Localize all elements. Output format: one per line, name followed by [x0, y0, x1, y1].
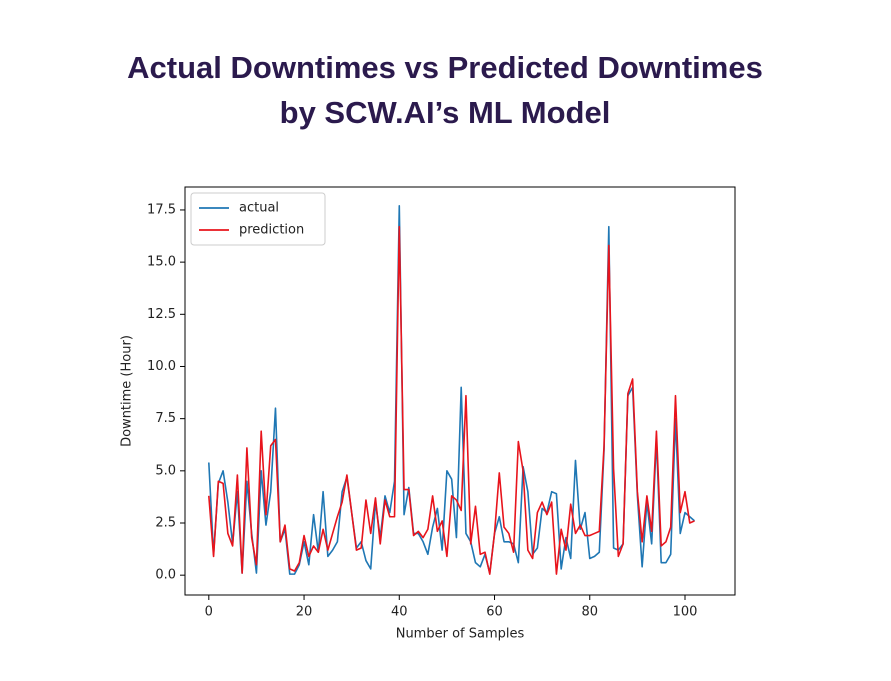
legend-label: actual	[239, 201, 279, 216]
y-tick-label: 7.5	[155, 411, 176, 426]
y-tick-label: 17.5	[147, 202, 176, 217]
chart-title: by SCW.AI’s ML Model	[280, 95, 611, 130]
x-tick-label: 20	[296, 605, 313, 620]
x-tick-label: 100	[673, 605, 698, 620]
y-axis-label: Downtime (Hour)	[120, 335, 135, 447]
x-tick-label: 60	[486, 605, 503, 620]
plot-frame	[184, 186, 736, 596]
x-tick-label: 0	[205, 605, 213, 620]
chart-title: Actual Downtimes vs Predicted Downtimes	[127, 50, 763, 85]
data-line	[208, 225, 695, 575]
y-tick-label: 2.5	[155, 516, 176, 531]
y-tick-label: 0.0	[155, 568, 176, 583]
legend-label: prediction	[239, 223, 304, 238]
y-tick-label: 5.0	[155, 463, 176, 478]
y-tick-label: 15.0	[147, 255, 176, 270]
x-axis-label: Number of Samples	[396, 627, 525, 642]
y-tick-label: 10.0	[147, 359, 176, 374]
legend-box	[190, 192, 326, 246]
x-tick-label: 80	[581, 605, 598, 620]
data-line	[208, 204, 696, 575]
y-tick-label: 12.5	[147, 307, 176, 322]
x-tick-label: 40	[391, 605, 408, 620]
